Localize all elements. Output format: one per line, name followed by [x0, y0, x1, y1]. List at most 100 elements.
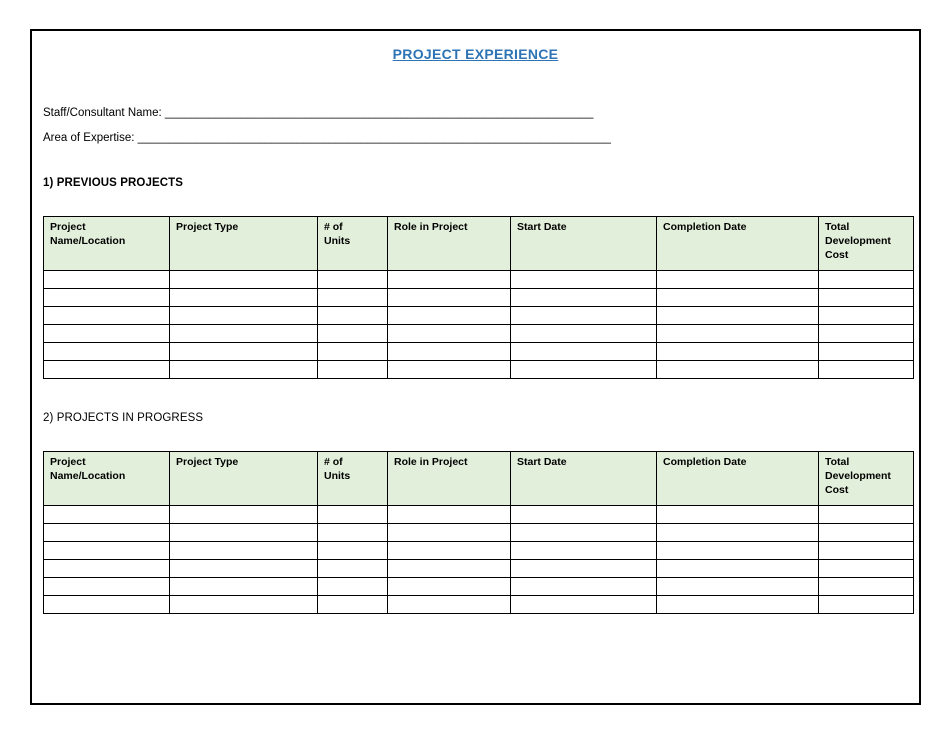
area-of-expertise-field: Area of Expertise: _____________________…: [43, 132, 908, 144]
empty-cell[interactable]: [656, 324, 819, 343]
empty-cell[interactable]: [818, 577, 914, 596]
col-header-completion-date: Completion Date: [656, 451, 819, 506]
empty-cell[interactable]: [169, 360, 318, 379]
empty-cell[interactable]: [387, 288, 511, 307]
empty-cell[interactable]: [317, 595, 388, 614]
empty-cell[interactable]: [387, 523, 511, 542]
empty-cell[interactable]: [818, 505, 914, 524]
empty-cell[interactable]: [510, 270, 657, 289]
empty-cell[interactable]: [387, 595, 511, 614]
empty-cell[interactable]: [387, 577, 511, 596]
empty-cell[interactable]: [510, 342, 657, 361]
empty-cell[interactable]: [818, 360, 914, 379]
empty-cell[interactable]: [818, 559, 914, 578]
col-header-project-name-location: Project Name/Location: [43, 451, 170, 506]
col-header-project-type: Project Type: [169, 451, 318, 506]
empty-cell[interactable]: [510, 559, 657, 578]
empty-cell[interactable]: [317, 541, 388, 560]
empty-cell[interactable]: [169, 288, 318, 307]
empty-cell[interactable]: [387, 360, 511, 379]
empty-cell[interactable]: [317, 306, 388, 325]
empty-cell[interactable]: [43, 324, 170, 343]
empty-cell[interactable]: [818, 306, 914, 325]
col-header-start-date: Start Date: [510, 451, 657, 506]
section-heading-projects-in-progress: 2) PROJECTS IN PROGRESS: [43, 412, 204, 424]
empty-cell[interactable]: [317, 360, 388, 379]
empty-cell[interactable]: [43, 288, 170, 307]
empty-cell[interactable]: [387, 541, 511, 560]
empty-cell[interactable]: [818, 523, 914, 542]
empty-cell[interactable]: [169, 342, 318, 361]
table-row: [43, 541, 914, 560]
empty-cell[interactable]: [43, 559, 170, 578]
empty-cell[interactable]: [656, 595, 819, 614]
empty-cell[interactable]: [169, 505, 318, 524]
empty-cell[interactable]: [43, 577, 170, 596]
empty-cell[interactable]: [169, 559, 318, 578]
area-of-expertise-blank[interactable]: ________________________________________…: [137, 132, 611, 144]
empty-cell[interactable]: [317, 342, 388, 361]
empty-cell[interactable]: [510, 306, 657, 325]
empty-cell[interactable]: [510, 360, 657, 379]
empty-cell[interactable]: [510, 523, 657, 542]
empty-cell[interactable]: [169, 577, 318, 596]
staff-consultant-name-field: Staff/Consultant Name: _________________…: [43, 107, 908, 119]
empty-cell[interactable]: [317, 505, 388, 524]
empty-cell[interactable]: [387, 270, 511, 289]
empty-cell[interactable]: [510, 288, 657, 307]
empty-cell[interactable]: [818, 288, 914, 307]
table-row: [43, 595, 914, 614]
empty-cell[interactable]: [43, 595, 170, 614]
empty-cell[interactable]: [169, 306, 318, 325]
empty-cell[interactable]: [510, 595, 657, 614]
empty-cell[interactable]: [818, 270, 914, 289]
col-header-project-name-location: Project Name/Location: [43, 216, 170, 271]
empty-cell[interactable]: [169, 270, 318, 289]
empty-cell[interactable]: [818, 541, 914, 560]
staff-consultant-name-blank[interactable]: ________________________________________…: [164, 107, 594, 119]
empty-cell[interactable]: [387, 306, 511, 325]
empty-cell[interactable]: [510, 577, 657, 596]
empty-cell[interactable]: [317, 288, 388, 307]
empty-cell[interactable]: [656, 559, 819, 578]
empty-cell[interactable]: [656, 342, 819, 361]
empty-cell[interactable]: [169, 324, 318, 343]
empty-cell[interactable]: [387, 505, 511, 524]
empty-cell[interactable]: [43, 306, 170, 325]
table-row: [43, 505, 914, 524]
empty-cell[interactable]: [387, 324, 511, 343]
empty-cell[interactable]: [43, 360, 170, 379]
empty-cell[interactable]: [387, 342, 511, 361]
empty-cell[interactable]: [656, 505, 819, 524]
col-header-role-in-project: Role in Project: [387, 451, 511, 506]
empty-cell[interactable]: [510, 505, 657, 524]
empty-cell[interactable]: [656, 360, 819, 379]
empty-cell[interactable]: [387, 559, 511, 578]
empty-cell[interactable]: [43, 541, 170, 560]
empty-cell[interactable]: [656, 523, 819, 542]
empty-cell[interactable]: [818, 342, 914, 361]
empty-cell[interactable]: [43, 342, 170, 361]
empty-cell[interactable]: [169, 595, 318, 614]
empty-cell[interactable]: [317, 577, 388, 596]
empty-cell[interactable]: [43, 523, 170, 542]
empty-cell[interactable]: [317, 324, 388, 343]
empty-cell[interactable]: [43, 270, 170, 289]
empty-cell[interactable]: [656, 288, 819, 307]
empty-cell[interactable]: [317, 523, 388, 542]
empty-cell[interactable]: [169, 541, 318, 560]
document-page: PROJECT EXPERIENCE Staff/Consultant Name…: [30, 29, 921, 705]
empty-cell[interactable]: [317, 270, 388, 289]
empty-cell[interactable]: [169, 523, 318, 542]
empty-cell[interactable]: [656, 306, 819, 325]
empty-cell[interactable]: [317, 559, 388, 578]
empty-cell[interactable]: [818, 595, 914, 614]
empty-cell[interactable]: [510, 324, 657, 343]
empty-cell[interactable]: [656, 270, 819, 289]
empty-cell[interactable]: [510, 541, 657, 560]
table-row: [43, 577, 914, 596]
empty-cell[interactable]: [43, 505, 170, 524]
empty-cell[interactable]: [656, 577, 819, 596]
empty-cell[interactable]: [656, 541, 819, 560]
empty-cell[interactable]: [818, 324, 914, 343]
